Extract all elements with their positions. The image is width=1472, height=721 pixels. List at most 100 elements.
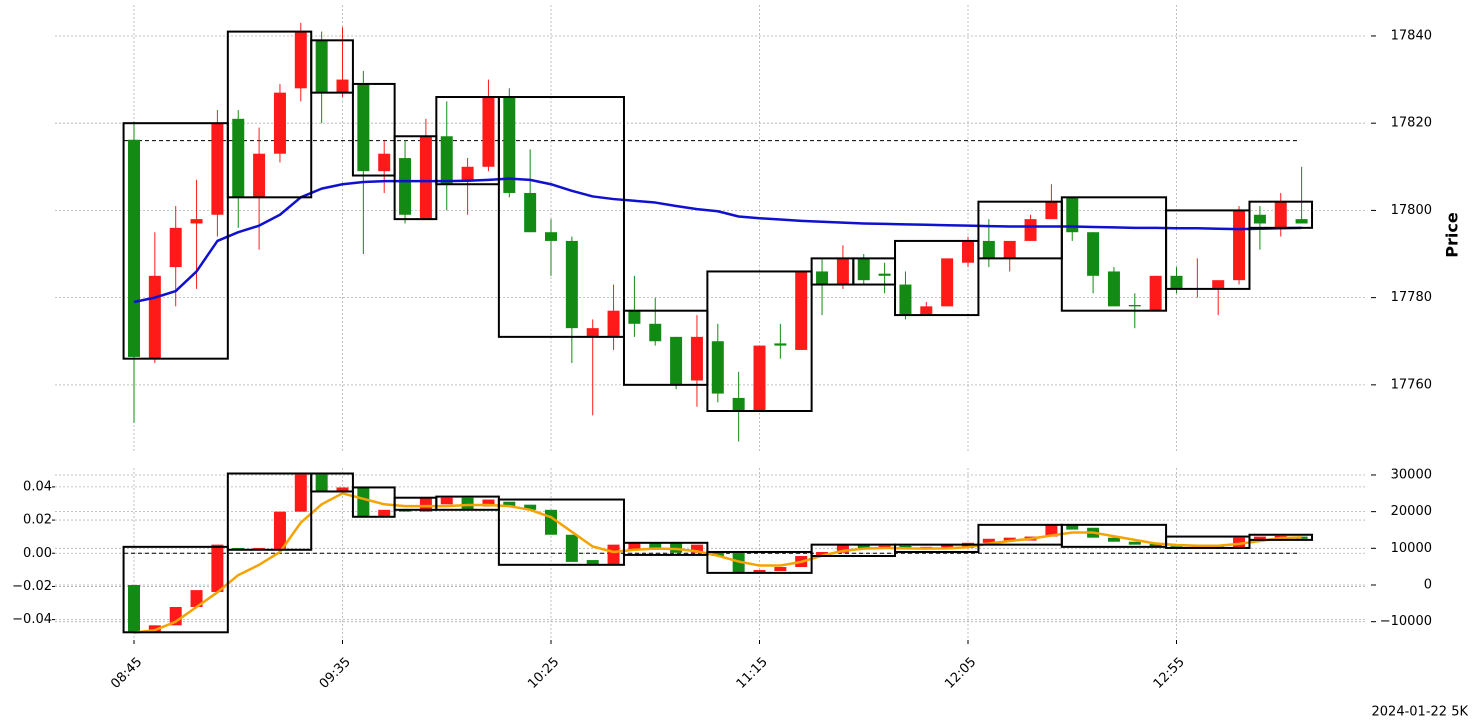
candle-body [1170,275,1183,289]
candle-body [1003,537,1016,541]
candle-body [211,544,224,592]
moving-average [133,177,1302,304]
candle-body [711,341,724,394]
candle-body [1253,214,1266,224]
candle-body [920,306,933,316]
candle-body [1149,275,1162,311]
candle-body [294,474,307,512]
candle-body [399,158,412,215]
candle-body [503,501,516,507]
y-tick-label: 17780 [1391,290,1432,305]
x-tick-label: 08:45 [108,655,145,692]
candle-body [857,258,870,281]
footnote: 2024-01-22 5K [1372,705,1469,720]
candle-body [1066,197,1079,233]
candle-body [128,584,140,633]
range-box [122,122,229,360]
candle-body [690,544,703,553]
candle-body [419,497,432,512]
candle-body [1087,232,1100,276]
candle-body [169,227,182,268]
candle-body [1212,280,1225,289]
range-box [497,498,625,566]
range-box [706,550,813,574]
candle-body [545,232,557,241]
candle-body [795,271,808,350]
x-tick-label: 12:05 [942,655,979,692]
candle-body [1128,305,1141,307]
candle-body [440,497,453,505]
candle-body [649,323,662,342]
range-box [351,82,396,177]
range-box [226,30,313,199]
y-tick-label: −10000 [1380,614,1432,629]
candle-body [378,153,391,172]
range-box [622,541,709,556]
candle-body [336,79,349,93]
candle-body [1253,536,1266,540]
x-tick-label: 12:55 [1151,655,1188,692]
candle-body [816,551,829,557]
candle-body [419,136,432,220]
candle-body [962,240,974,263]
candle-body [482,499,495,507]
y-tick-label: 10000 [1391,541,1432,556]
candle-body [732,397,745,412]
x-tick-label: 10:25 [525,655,562,692]
range-box [497,96,625,338]
candle-body [836,258,849,285]
range-box [1165,209,1251,290]
y-tick-label: 20000 [1391,504,1432,519]
candle-body [273,511,286,550]
y-tick-label: 0 [1424,577,1432,592]
y-tick-label: −0.04 [12,612,52,627]
candle-body [1149,543,1162,547]
y-tick-label: 0.04 [23,479,52,494]
candle-body [982,240,995,259]
candle-body [899,284,912,316]
candle-body [586,560,599,565]
x-tick-label: 09:35 [317,655,354,692]
range-box [1165,535,1251,549]
range-box [1248,533,1314,541]
candle-body [461,166,474,180]
y-tick-label: 0.02 [23,513,52,528]
range-box [894,543,980,553]
candle-body [1233,210,1246,281]
candle-body [670,542,683,553]
candle-body [732,552,745,573]
candle-body [941,544,954,548]
candle-body [1045,524,1058,537]
candle-body [774,343,787,346]
candle-body [1128,541,1141,545]
candle-body [816,271,829,285]
candle-body [878,273,891,276]
y-tick-label: 17760 [1391,377,1432,392]
candle-body [1295,219,1308,224]
range-box [706,270,813,413]
candle-body [273,92,286,154]
y-tick-label: 17840 [1391,28,1432,43]
candle-body [690,336,703,381]
candle-body [128,139,140,357]
candle-body [753,569,766,573]
candle-body [336,487,349,492]
candle-body [586,328,599,337]
candle-body [753,345,766,412]
range-box [894,239,980,317]
candle-body [628,310,641,324]
candle-body [670,336,683,385]
candle-body [649,542,662,548]
candle-body [190,219,203,224]
range-box [310,472,354,493]
candle-body [294,31,307,89]
candle-body [190,590,203,607]
y-tick-label: −0.02 [12,579,52,594]
candle-body [628,542,641,550]
range-box [226,472,313,551]
candle-body [315,474,328,492]
candle-body [545,509,557,535]
candle-body [1024,219,1037,241]
range-box [310,39,354,94]
y-tick-label: 17800 [1391,203,1432,218]
